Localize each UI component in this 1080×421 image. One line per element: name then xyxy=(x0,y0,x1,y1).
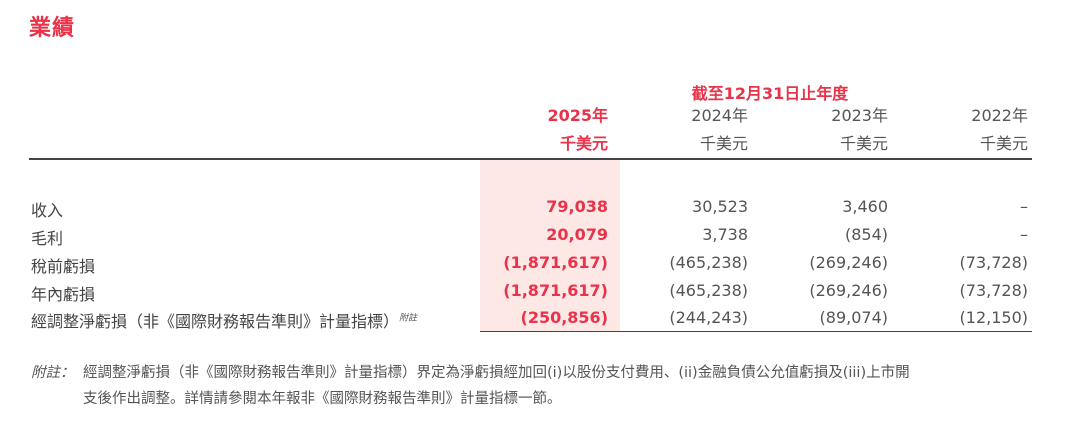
cell-value: (465,238) xyxy=(669,253,748,272)
column-unit: 千美元 xyxy=(839,134,888,153)
bottom-rule xyxy=(480,331,1032,332)
row-label-loss-before-tax: 稅前虧損 xyxy=(31,257,96,276)
cell-value: (244,243) xyxy=(669,308,748,327)
row-label-gross-profit: 毛利 xyxy=(31,229,64,248)
footnote-line-2: 支後作出調整。詳情請參閱本年報非《國際財務報告準則》計量指標一節。 xyxy=(83,391,562,407)
column-header-2024: 2024年 千美元 xyxy=(640,102,748,158)
column-header-2022: 2022年 千美元 xyxy=(920,102,1028,158)
cell-value: 79,038 xyxy=(546,197,608,216)
cell-value: – xyxy=(1020,225,1028,244)
cell-value: (73,728) xyxy=(959,281,1028,300)
cell-value: (89,074) xyxy=(819,308,888,327)
column-year: 2024年 xyxy=(691,106,748,125)
cell-value: (1,871,617) xyxy=(503,281,608,300)
row-label-text: 經調整淨虧損（非《國際財務報告準則》計量指標） xyxy=(31,312,400,331)
column-unit: 千美元 xyxy=(699,134,748,153)
current-year-highlight xyxy=(480,160,620,332)
cell-value: (269,246) xyxy=(809,253,888,272)
cell-value: – xyxy=(1020,197,1028,216)
cell-value: (73,728) xyxy=(959,253,1028,272)
section-title: 業績 xyxy=(29,16,76,41)
row-label-loss-for-year: 年內虧損 xyxy=(31,285,96,304)
footnote: 附註： 經調整淨虧損（非《國際財務報告準則》計量指標）界定為淨虧損經加回(i)以股… xyxy=(31,360,1041,412)
header-rule xyxy=(29,158,1032,160)
cell-value: 20,079 xyxy=(546,225,608,244)
row-label-revenue: 收入 xyxy=(31,201,64,220)
column-header-2025: 2025年 千美元 xyxy=(500,102,608,158)
footnote-text: 經調整淨虧損（非《國際財務報告準則》計量指標）界定為淨虧損經加回(i)以股份支付… xyxy=(83,365,910,381)
cell-value: (269,246) xyxy=(809,281,888,300)
row-label-adjusted-net-loss: 經調整淨虧損（非《國際財務報告準則》計量指標）附註 xyxy=(31,308,417,332)
cell-value: (854) xyxy=(844,225,888,244)
column-year: 2025年 xyxy=(547,106,608,125)
note-reference: 附註 xyxy=(399,313,418,324)
footnote-label: 附註： xyxy=(31,365,75,381)
cell-value: 3,460 xyxy=(842,197,888,216)
column-unit: 千美元 xyxy=(979,134,1028,153)
cell-value: (465,238) xyxy=(669,281,748,300)
column-header-2023: 2023年 千美元 xyxy=(780,102,888,158)
column-year: 2022年 xyxy=(971,106,1028,125)
cell-value: (250,856) xyxy=(520,308,609,327)
footnote-line-1: 附註： 經調整淨虧損（非《國際財務報告準則》計量指標）界定為淨虧損經加回(i)以股… xyxy=(31,360,1041,386)
cell-value: 30,523 xyxy=(692,197,748,216)
period-header: 截至12月31日止年度 xyxy=(691,84,849,103)
cell-value: (12,150) xyxy=(959,308,1028,327)
column-unit: 千美元 xyxy=(559,134,608,153)
cell-value: (1,871,617) xyxy=(503,253,608,272)
cell-value: 3,738 xyxy=(702,225,748,244)
column-year: 2023年 xyxy=(831,106,888,125)
